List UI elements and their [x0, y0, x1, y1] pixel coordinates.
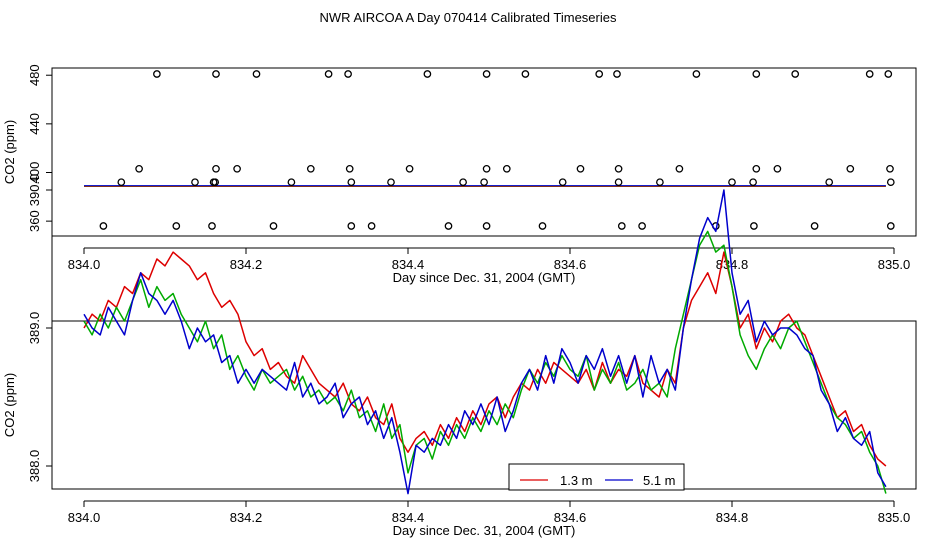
series-line-5-1-m: [83, 189, 887, 495]
scatter-point-mid-11: [752, 164, 761, 173]
top-x-tick-label-2: 834.4: [392, 257, 425, 272]
top-y-tick-label-3: 480: [27, 64, 42, 86]
scatter-point-mid-5: [405, 164, 414, 173]
bottom-x-tick-label-1: 834.2: [230, 510, 263, 525]
top-x-tick-label-0: 834.0: [68, 257, 101, 272]
scatter-point-mid-8: [576, 164, 585, 173]
scatter-point-low-9: [617, 222, 626, 230]
top-x-tick-label-4: 834.8: [716, 257, 749, 272]
scatter-point-low-mid-5: [347, 178, 356, 187]
scatter-point-low-3: [269, 222, 278, 230]
scatter-point-low-mid-10: [614, 178, 623, 187]
scatter-point-low-10: [638, 222, 646, 230]
scatter-point-high-1: [212, 70, 220, 78]
scatter-point-low-mid-1: [191, 178, 199, 187]
scatter-point-mid-14: [886, 164, 894, 173]
scatter-point-low-0: [99, 222, 108, 230]
scatter-point-low-8: [538, 222, 547, 230]
scatter-point-low-13: [810, 222, 819, 230]
scatter-point-high-3: [324, 70, 333, 78]
scatter-point-mid-1: [212, 164, 220, 173]
scatter-point-low-5: [367, 222, 376, 230]
scatter-point-mid-3: [306, 164, 315, 173]
scatter-point-low-mid-3: [211, 178, 220, 187]
scatter-point-mid-0: [135, 164, 143, 173]
legend-box: [508, 463, 685, 491]
figure-title: NWR AIRCOA A Day 070414 Calibrated Times…: [320, 10, 617, 25]
scatter-point-low-14: [886, 222, 895, 230]
scatter-point-low-mid-0: [117, 178, 126, 187]
bottom-panel: 834.0 834.2 834.4 834.6 834.8 835.0 388.0 389.…: [2, 174, 917, 538]
scatter-point-mid-10: [675, 164, 684, 173]
scatter-point-low-mid-4: [287, 178, 296, 187]
top-x-axis: 834.0 834.2 834.4 834.6 834.8 835.0: [68, 247, 911, 272]
scatter-point-low-mid-12: [728, 178, 736, 187]
scatter-point-high-12: [791, 70, 800, 78]
top-y-axis-label: CO2 (ppm): [2, 120, 17, 184]
top-panel: 834.0 834.2 834.4 834.6 834.8 835.0 360 400 440…: [2, 64, 917, 285]
scatter-point-low-mid-13: [749, 178, 757, 187]
scatter-point-low-mid-8: [480, 178, 488, 187]
scatter-point-high-2: [252, 70, 261, 78]
scatter-point-low-mid-15: [886, 178, 895, 187]
scatter-point-high-14: [884, 70, 893, 78]
scatter-point-low-mid-9: [558, 178, 567, 187]
bottom-y-tick-label-1: 389.0: [27, 312, 42, 345]
top-y-tick-label-0: 360: [27, 210, 42, 232]
scatter-point-low-4: [347, 222, 356, 230]
bottom-x-tick-label-0: 834.0: [68, 510, 101, 525]
scatter-point-mid-13: [846, 164, 855, 173]
top-x-tick-label-1: 834.2: [230, 257, 263, 272]
series-line-green: [83, 230, 887, 494]
scatter-point-low-mid-11: [656, 178, 664, 187]
legend-label-1-3m: 1.3 m: [560, 473, 593, 488]
scatter-point-low-2: [208, 222, 216, 230]
scatter-point-low-6: [444, 222, 453, 230]
bottom-y-tick-label-2: 390.0: [27, 174, 42, 207]
scatter-point-mid-6: [482, 164, 491, 173]
scatter-point-low-mid-7: [459, 178, 467, 187]
top-x-tick-label-5: 835.0: [878, 257, 911, 272]
scatter-point-low-12: [750, 222, 758, 230]
bottom-x-tick-label-5: 835.0: [878, 510, 911, 525]
bottom-y-tick-label-0: 388.0: [27, 450, 42, 483]
top-x-axis-label: Day since Dec. 31, 2004 (GMT): [393, 270, 576, 285]
legend-label-5-1m: 5.1 m: [643, 473, 676, 488]
bottom-x-tick-label-4: 834.8: [716, 510, 749, 525]
top-y-tick-label-2: 440: [27, 113, 42, 135]
scatter-point-low-1: [172, 222, 181, 230]
top-plot-frame: [51, 67, 917, 237]
scatter-point-high-9: [613, 70, 621, 78]
scatter-point-low-mid-14: [825, 178, 834, 187]
scatter-point-high-13: [865, 70, 874, 78]
scatter-point-high-6: [482, 70, 491, 78]
scatter-point-high-0: [153, 70, 161, 78]
scatter-point-mid-2: [233, 164, 241, 173]
bottom-plot-frame: [51, 320, 917, 490]
scatter-point-mid-9: [614, 164, 623, 173]
legend: 1.3 m 5.1 m: [508, 463, 685, 491]
bottom-x-tick-label-3: 834.6: [554, 510, 587, 525]
top-x-tick-label-3: 834.6: [554, 257, 587, 272]
scatter-point-high-4: [344, 70, 352, 78]
bottom-x-axis-label: Day since Dec. 31, 2004 (GMT): [393, 523, 576, 538]
scatter-point-high-5: [423, 70, 432, 78]
scatter-point-low-mid-6: [387, 178, 395, 187]
bottom-y-axis-label: CO2 (ppm): [2, 373, 17, 437]
scatter-point-high-11: [752, 70, 761, 78]
scatter-point-high-8: [595, 70, 604, 78]
scatter-point-high-10: [692, 70, 701, 78]
scatter-point-high-7: [521, 70, 530, 78]
top-y-axis: 360 400 440 480: [27, 64, 53, 232]
scatter-point-low-7: [482, 222, 491, 230]
scatter-point-mid-4: [345, 164, 354, 173]
bottom-y-axis: 388.0 389.0 390.0: [27, 174, 53, 483]
top-y-tick-label-1: 400: [27, 162, 42, 184]
scatter-point-mid-12: [773, 164, 782, 173]
bottom-x-tick-label-2: 834.4: [392, 510, 425, 525]
bottom-x-axis: 834.0 834.2 834.4 834.6 834.8 835.0: [68, 500, 911, 525]
scatter-point-mid-7: [502, 164, 511, 173]
